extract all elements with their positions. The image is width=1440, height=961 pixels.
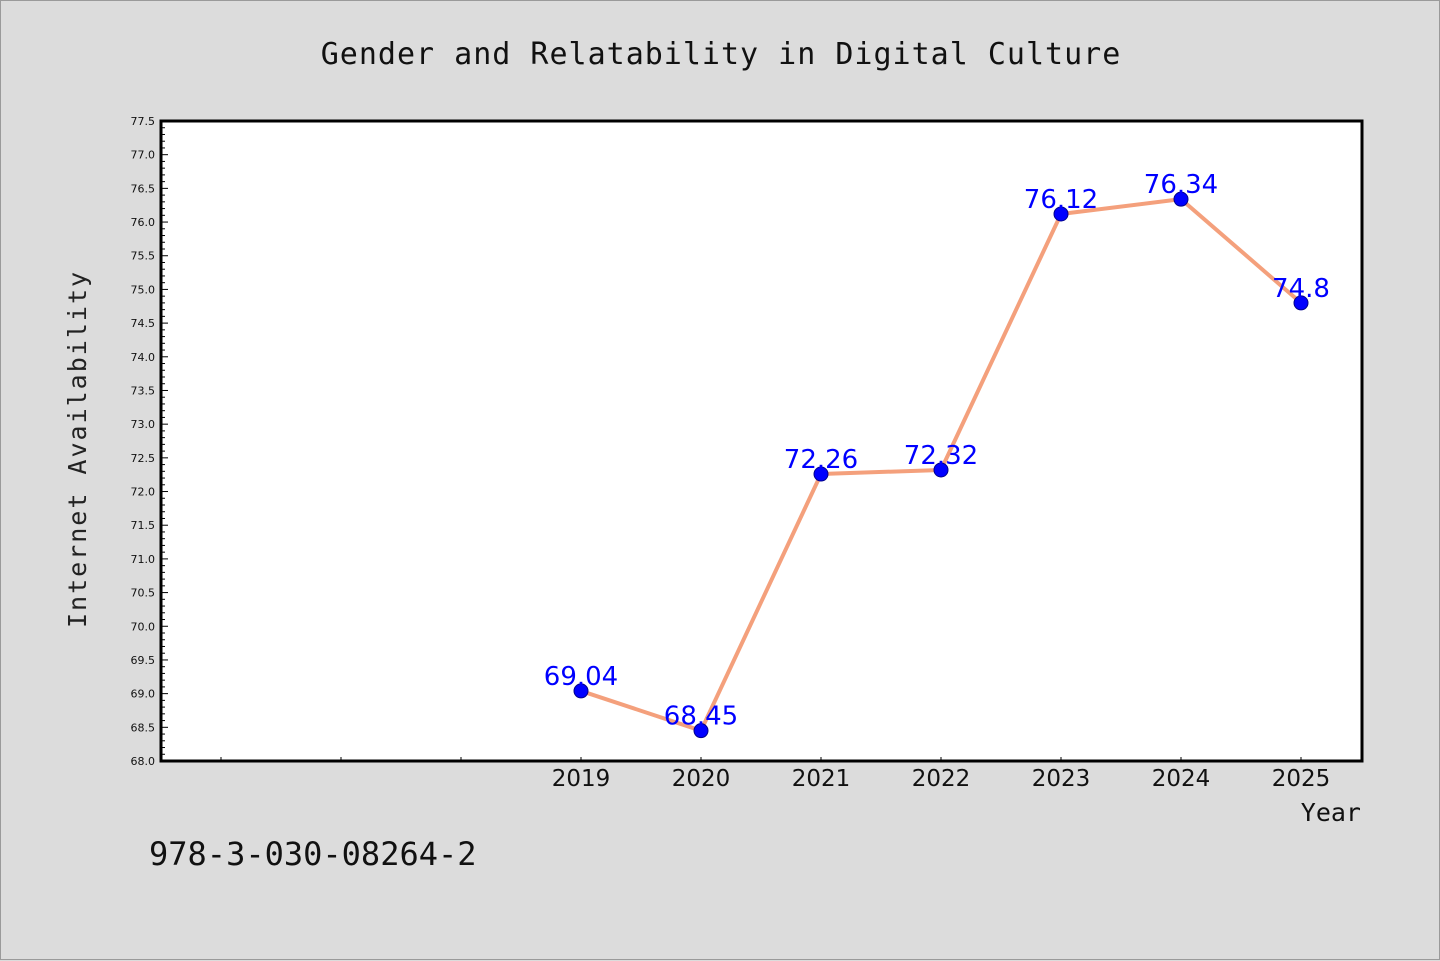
data-point — [1293, 295, 1309, 311]
data-label: 68.45 — [664, 702, 738, 732]
y-tick-label: 74.0 — [131, 351, 156, 364]
data-point — [573, 683, 589, 699]
y-tick-label: 73.0 — [131, 418, 156, 431]
data-label: 76.12 — [1024, 185, 1098, 215]
y-tick-label: 68.5 — [131, 721, 156, 734]
y-tick-label: 77.5 — [131, 115, 156, 128]
y-tick-label: 69.5 — [131, 654, 156, 667]
x-axis-label: Year — [1301, 798, 1361, 827]
y-tick-label: 75.5 — [131, 250, 156, 263]
y-tick-label: 68.0 — [131, 755, 156, 768]
data-point — [1053, 206, 1069, 222]
series-group: 69.04 68.45 72.26 72.32 76.12 76.34 74.8 — [544, 170, 1330, 739]
data-point — [813, 466, 829, 482]
caption-code: 978-3-030-08264-2 — [149, 835, 477, 873]
y-tick-label: 76.5 — [131, 182, 156, 195]
y-axis: 68.0 68.5 69.0 69.5 70.0 70.5 71.0 71.5 72.0 72.5… — [131, 115, 168, 768]
x-tick-label: 2019 — [552, 766, 611, 792]
y-tick-label: 70.5 — [131, 587, 156, 600]
x-tick-label: 2025 — [1272, 766, 1331, 792]
y-axis-label: Internet Availability — [63, 270, 92, 628]
chart-title: Gender and Relatability in Digital Cultu… — [321, 37, 1122, 72]
data-label: 69.04 — [544, 662, 618, 692]
x-tick-label: 2022 — [912, 766, 971, 792]
data-label: 76.34 — [1144, 170, 1218, 200]
x-tick-label: 2024 — [1152, 766, 1211, 792]
data-point — [1173, 191, 1189, 207]
x-tick-label: 2021 — [792, 766, 851, 792]
y-tick-label: 70.0 — [131, 620, 156, 633]
x-tick-label: 2020 — [672, 766, 731, 792]
data-label: 72.26 — [784, 445, 858, 475]
y-tick-label: 77.0 — [131, 149, 156, 162]
y-tick-label: 74.5 — [131, 317, 156, 330]
x-axis: 2019 2020 2021 2022 2023 2024 2025 — [220, 757, 1331, 792]
y-tick-label: 76.0 — [131, 216, 156, 229]
y-tick-label: 72.5 — [131, 452, 156, 465]
data-point — [693, 723, 709, 739]
data-label: 72.32 — [904, 441, 978, 471]
x-tick-label: 2023 — [1032, 766, 1091, 792]
y-tick-label: 71.0 — [131, 553, 156, 566]
data-label: 74.8 — [1272, 274, 1330, 304]
plot-area — [159, 119, 1364, 763]
y-tick-label: 71.5 — [131, 519, 156, 532]
y-tick-label: 73.5 — [131, 384, 156, 397]
y-tick-label: 75.0 — [131, 283, 156, 296]
y-tick-label: 69.0 — [131, 688, 156, 701]
data-point — [933, 462, 949, 478]
y-tick-label: 72.0 — [131, 486, 156, 499]
